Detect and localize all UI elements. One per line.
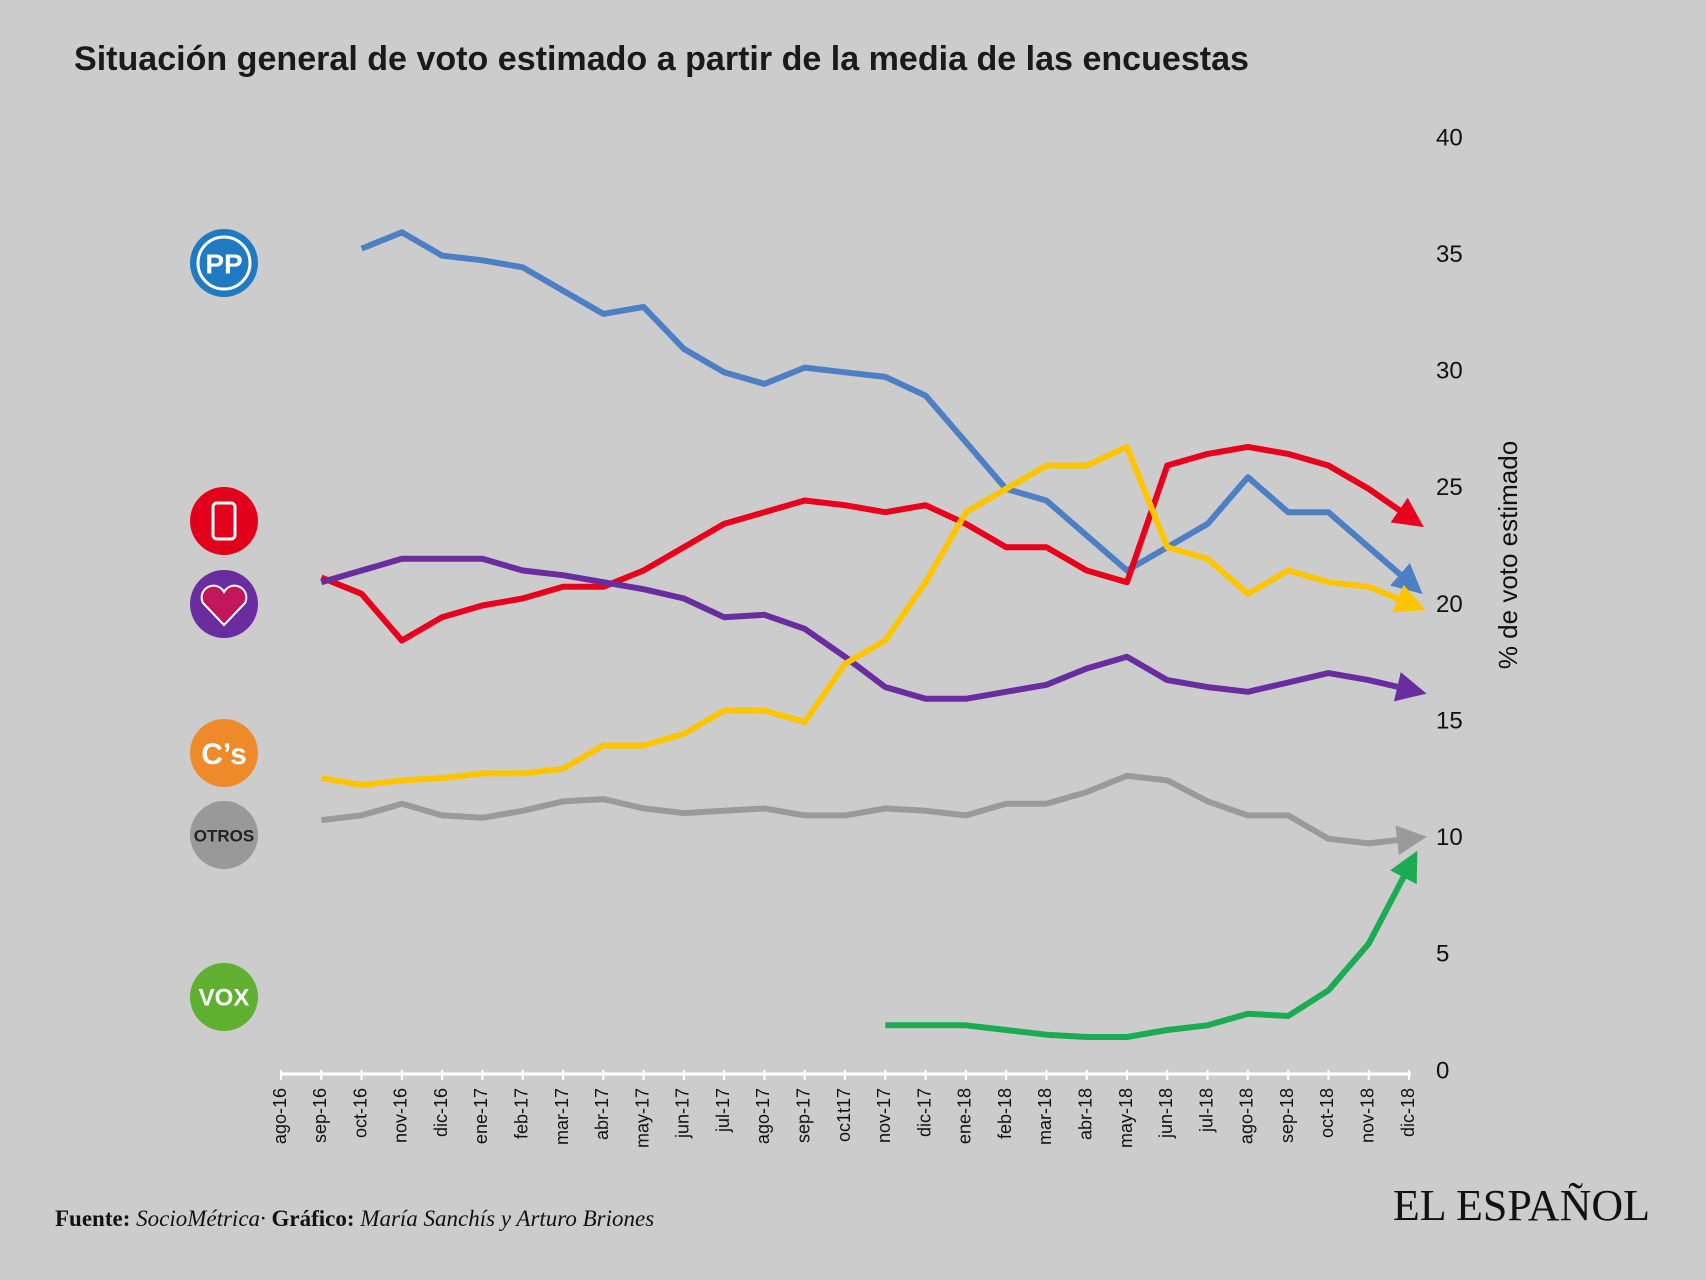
logo-text: OTROS bbox=[194, 826, 254, 845]
series-line bbox=[320, 443, 1426, 789]
footer-credit: María Sanchís y Arturo Briones bbox=[359, 1206, 654, 1231]
x-tick-label: abr-17 bbox=[592, 1088, 612, 1140]
chart-title: Situación general de voto estimado a par… bbox=[74, 40, 1249, 78]
x-tick-label: feb-17 bbox=[511, 1088, 531, 1139]
footer-source: SocioMétrica· bbox=[136, 1206, 266, 1231]
x-tick-label: ago-17 bbox=[753, 1088, 773, 1144]
x-tick-label: sep-16 bbox=[310, 1088, 330, 1143]
x-tick-label: oct-18 bbox=[1317, 1088, 1337, 1138]
brand: EL ESPAÑOL bbox=[1393, 1181, 1650, 1230]
y-tick-label: 40 bbox=[1436, 124, 1463, 151]
y-axis-label: % de voto estimado bbox=[1493, 441, 1523, 669]
x-tick-label: ene-18 bbox=[955, 1088, 975, 1144]
x-tick-label: abr-18 bbox=[1075, 1088, 1095, 1140]
y-tick-label: 5 bbox=[1436, 941, 1449, 968]
x-tick-label: oc1t17 bbox=[834, 1088, 854, 1142]
series-line bbox=[320, 443, 1424, 644]
x-tick-label: may-18 bbox=[1116, 1088, 1136, 1148]
x-tick-label: mar-18 bbox=[1035, 1088, 1055, 1145]
series-line bbox=[360, 229, 1423, 595]
x-tick-label: dic-17 bbox=[914, 1088, 934, 1137]
y-tick-label: 30 bbox=[1436, 358, 1463, 385]
plot-area: 0 5 10 15 20 25 30 35 40 ago-16 sep-16 oct-16 nov-16… bbox=[270, 124, 1463, 1148]
x-tick-label: jul-18 bbox=[1196, 1088, 1216, 1133]
logo-podemos bbox=[190, 570, 258, 638]
x-tick-label: sep-18 bbox=[1277, 1088, 1297, 1143]
logo-otros: OTROS bbox=[190, 801, 258, 869]
logo-text: PP bbox=[205, 248, 242, 279]
logo-text: VOX bbox=[199, 984, 250, 1011]
x-tick-label: nov-18 bbox=[1357, 1088, 1377, 1143]
y-tick-label: 25 bbox=[1436, 474, 1463, 501]
logo-cs: C’s bbox=[190, 719, 258, 787]
x-tick-label: may-17 bbox=[632, 1088, 652, 1148]
series-line bbox=[885, 850, 1418, 1040]
x-tick-label: ene-17 bbox=[471, 1088, 491, 1144]
logo-psoe bbox=[190, 487, 258, 555]
y-tick-label: 0 bbox=[1436, 1057, 1449, 1084]
y-tick-label: 35 bbox=[1436, 241, 1463, 268]
footer-credit-label: Gráfico: bbox=[272, 1206, 355, 1231]
x-tick-label: ago-16 bbox=[270, 1088, 290, 1144]
x-tick-label: jun-18 bbox=[1156, 1088, 1176, 1139]
y-tick-label: 10 bbox=[1436, 824, 1463, 851]
series-line bbox=[320, 772, 1427, 856]
x-tick-label: jul-17 bbox=[713, 1088, 733, 1133]
series-line bbox=[320, 555, 1427, 702]
logo-text: C’s bbox=[201, 738, 247, 771]
footer: Fuente: SocioMétrica· Gráfico: María San… bbox=[55, 1206, 654, 1231]
x-tick-label: dic-18 bbox=[1398, 1088, 1418, 1137]
x-tick-label: feb-18 bbox=[995, 1088, 1015, 1139]
x-tick-label: nov-16 bbox=[391, 1088, 411, 1143]
x-tick-label: jun-17 bbox=[673, 1088, 693, 1139]
x-tick-label: oct-16 bbox=[350, 1088, 370, 1138]
logo-pp: PP bbox=[190, 229, 258, 297]
logo-vox: VOX bbox=[190, 963, 258, 1031]
x-tick-label: dic-16 bbox=[431, 1088, 451, 1137]
x-tick-label: nov-17 bbox=[874, 1088, 894, 1143]
x-tick-label: ago-18 bbox=[1237, 1088, 1257, 1144]
x-tick-label: sep-17 bbox=[793, 1088, 813, 1143]
footer-source-label: Fuente: bbox=[55, 1206, 130, 1231]
y-tick-label: 20 bbox=[1436, 591, 1463, 618]
y-tick-label: 15 bbox=[1436, 707, 1463, 734]
x-tick-label: mar-17 bbox=[552, 1088, 572, 1145]
